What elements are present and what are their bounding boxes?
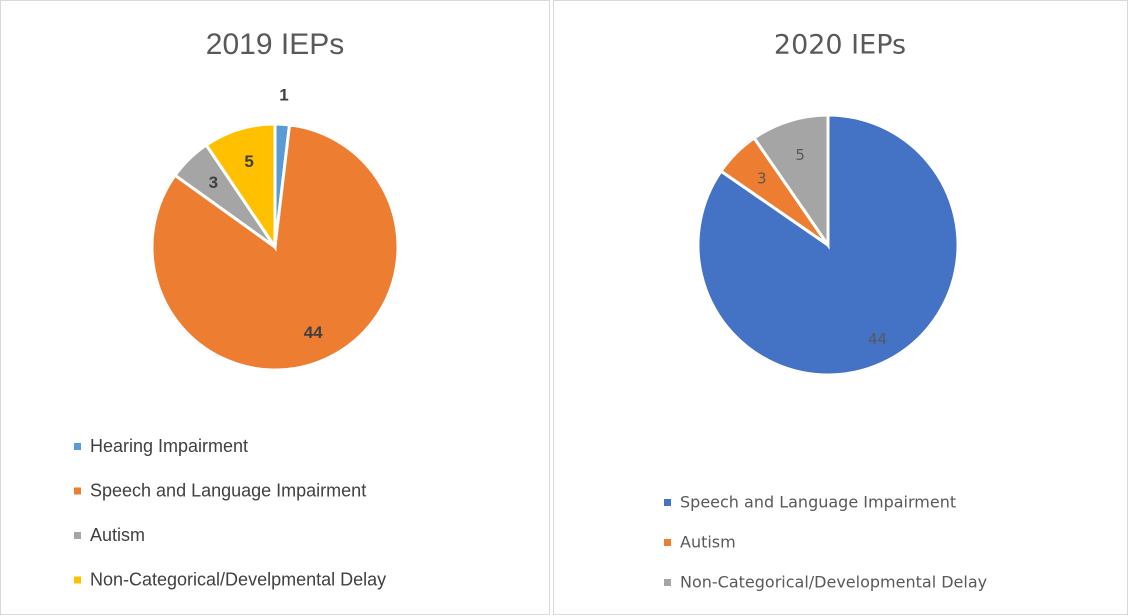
data-label: 3	[209, 173, 218, 192]
legend-label: Speech and Language Impairment	[680, 493, 956, 512]
legend-label: Non-Categorical/Developmental Delay	[680, 573, 987, 592]
legend-label: Autism	[90, 525, 145, 545]
legend-swatch	[74, 443, 81, 450]
legend-label: Autism	[680, 533, 736, 552]
chart-title: 2020 IEPs	[774, 30, 906, 61]
pie-slice	[752, 113, 830, 250]
data-label: 5	[795, 146, 805, 164]
legend-label: Hearing Impairment	[90, 436, 248, 456]
legend-label: Speech and Language Impairment	[90, 480, 366, 500]
legend-swatch	[664, 539, 671, 546]
data-label: 44	[868, 330, 887, 348]
legend-swatch	[74, 576, 81, 584]
legend-swatch	[74, 532, 81, 539]
legend-swatch	[664, 579, 671, 586]
data-label: 3	[757, 169, 767, 187]
chart-title: 2019 IEPs	[206, 28, 344, 61]
data-label: 5	[244, 152, 253, 171]
data-label: 1	[279, 86, 288, 105]
legend-swatch	[74, 487, 81, 495]
data-label: 44	[304, 323, 323, 342]
pie-slice	[204, 122, 277, 252]
legend-label: Non-Categorical/Develpmental Delay	[90, 569, 386, 589]
legend-swatch	[664, 499, 671, 506]
